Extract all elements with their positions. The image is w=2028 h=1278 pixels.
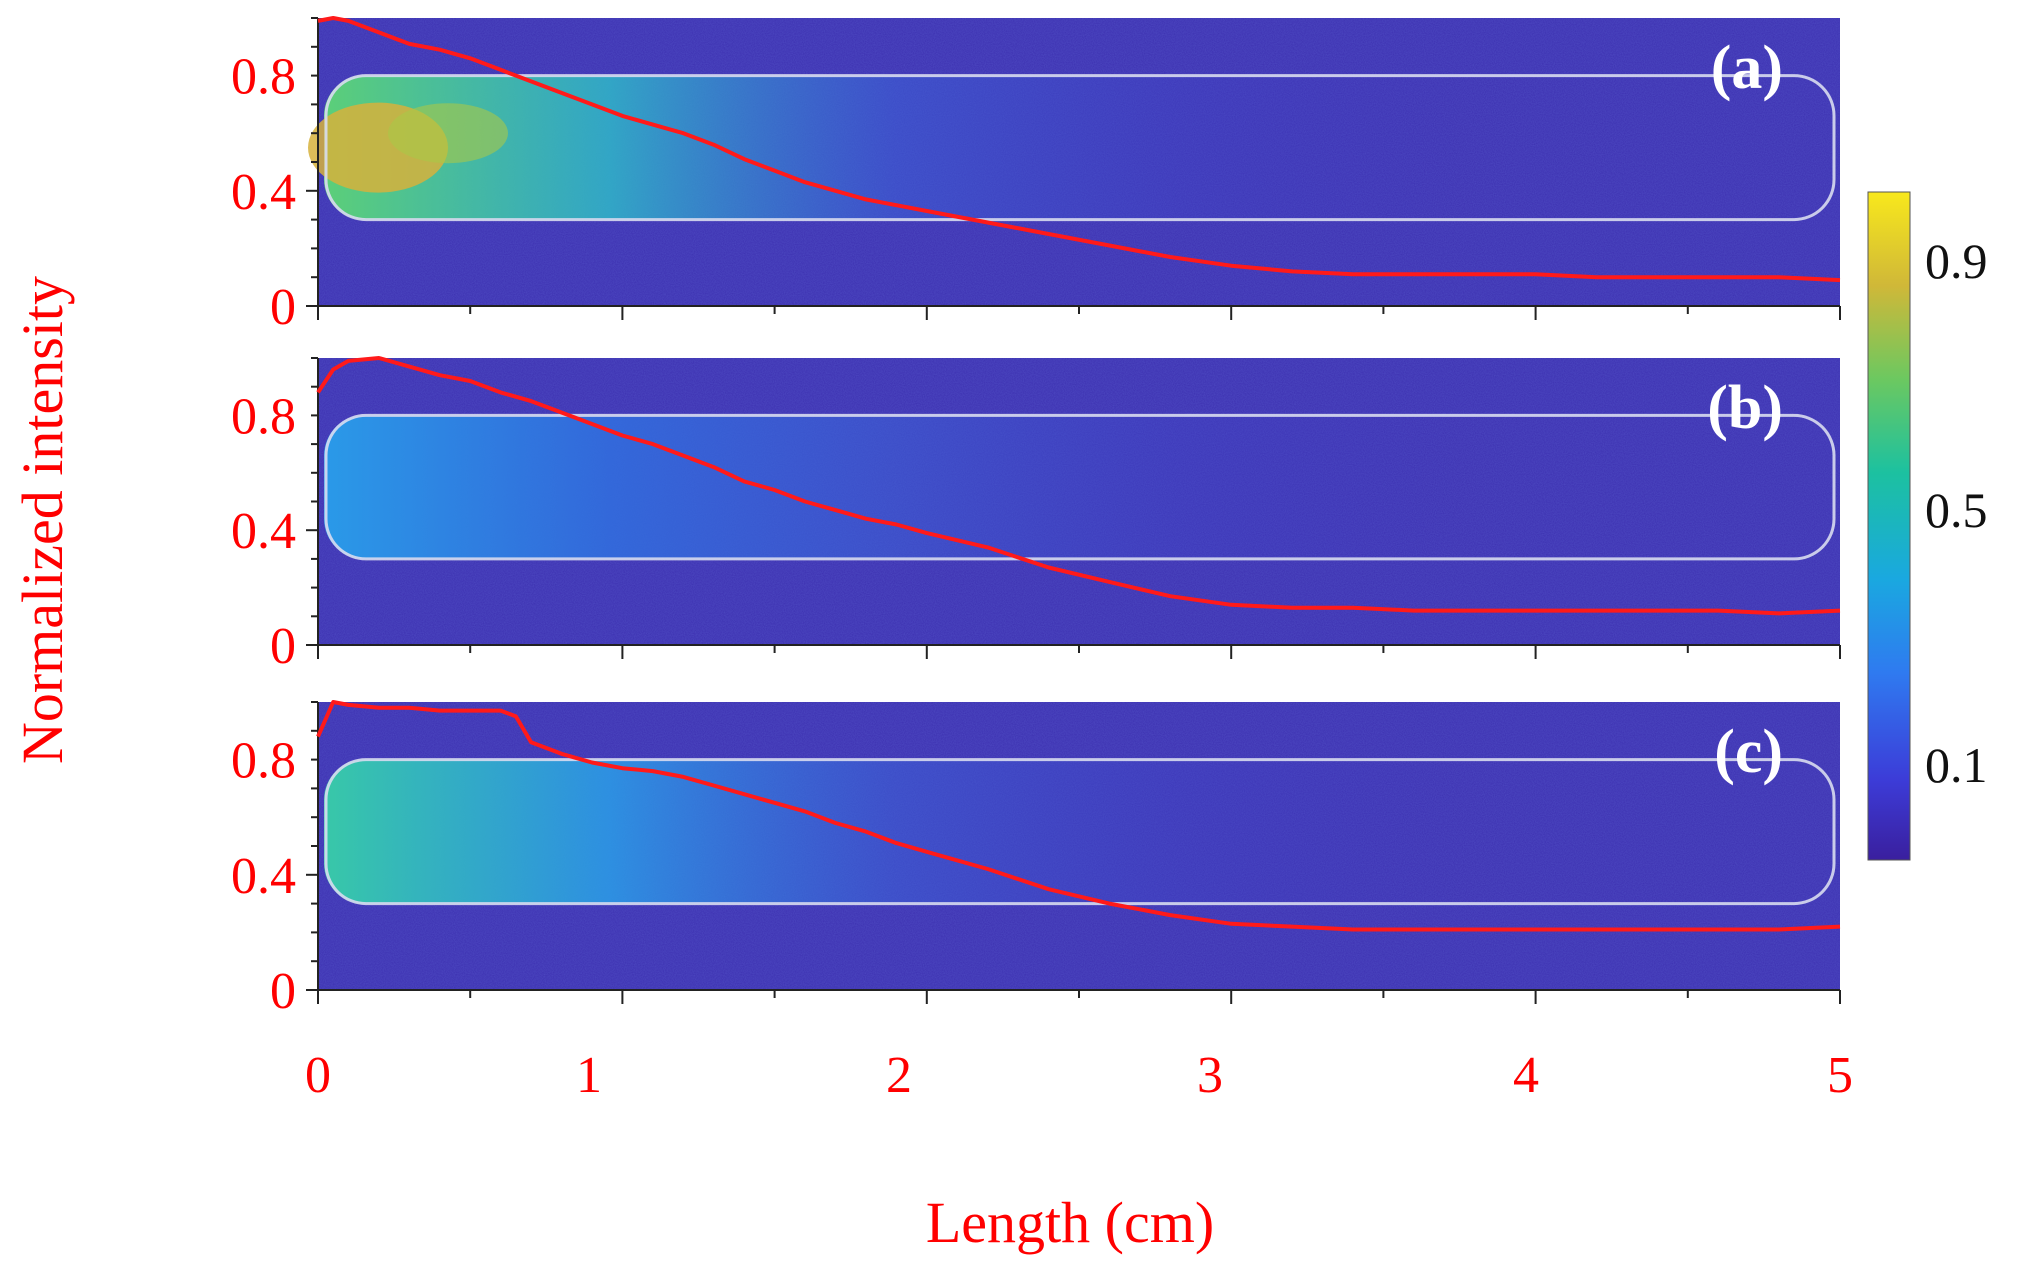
x-tick-label: 1	[576, 1047, 602, 1104]
sample-outline	[324, 413, 1836, 561]
y-tick-label: 0.8	[231, 388, 296, 445]
panel-c: 0 0.4 0.8 (c)	[231, 700, 1841, 1020]
x-tick-label: 0	[305, 1047, 331, 1104]
panel-label: (a)	[1711, 34, 1783, 102]
sample-outline	[324, 74, 1836, 222]
y-axis-label: Normalized intensity	[10, 276, 75, 764]
intensity-curve	[316, 700, 1841, 932]
y-tick-label: 0.8	[231, 733, 296, 790]
panel-b: 0 0.4 0.8 (b)	[231, 356, 1841, 675]
x-tick-label: 5	[1827, 1047, 1853, 1104]
intensity-curve	[317, 16, 1841, 283]
y-tick-label: 0.4	[231, 164, 296, 221]
panel-label: (b)	[1707, 374, 1783, 442]
intensity-glow	[324, 415, 1466, 559]
intensity-curve	[316, 356, 1841, 616]
colorbar: 0.9 0.5 0.1	[1867, 191, 1988, 861]
colorbar-tick-label: 0.5	[1925, 482, 1988, 538]
x-tick-labels: 0 1 2 3 4 5	[305, 1047, 1853, 1104]
x-axis-label: Length (cm)	[926, 1190, 1214, 1255]
colorbar-gradient	[1867, 191, 1911, 861]
panel-a: 0 0.4 0.8 (a)	[231, 16, 1841, 336]
x-tick-label: 4	[1513, 1047, 1539, 1104]
x-tick-label: 3	[1197, 1047, 1223, 1104]
colorbar-tick-label: 0.1	[1925, 737, 1988, 793]
y-tick-label: 0	[270, 279, 296, 336]
intensity-glow	[324, 759, 1466, 904]
panels-group: 0 0.4 0.8 (a) 0 0.4 0.8 (b) 0 0.4 0.8 (c)	[231, 16, 1841, 1020]
colorbar-tick-label: 0.9	[1925, 233, 1988, 289]
x-tick-label: 2	[886, 1047, 912, 1104]
y-tick-label: 0	[270, 963, 296, 1020]
y-tick-label: 0	[270, 618, 296, 675]
y-tick-label: 0.4	[231, 848, 296, 905]
y-tick-label: 0.4	[231, 503, 296, 560]
y-tick-label: 0.8	[231, 49, 296, 106]
sample-outline	[324, 758, 1836, 906]
panel-label: (c)	[1714, 718, 1783, 786]
hotspot	[388, 103, 508, 164]
